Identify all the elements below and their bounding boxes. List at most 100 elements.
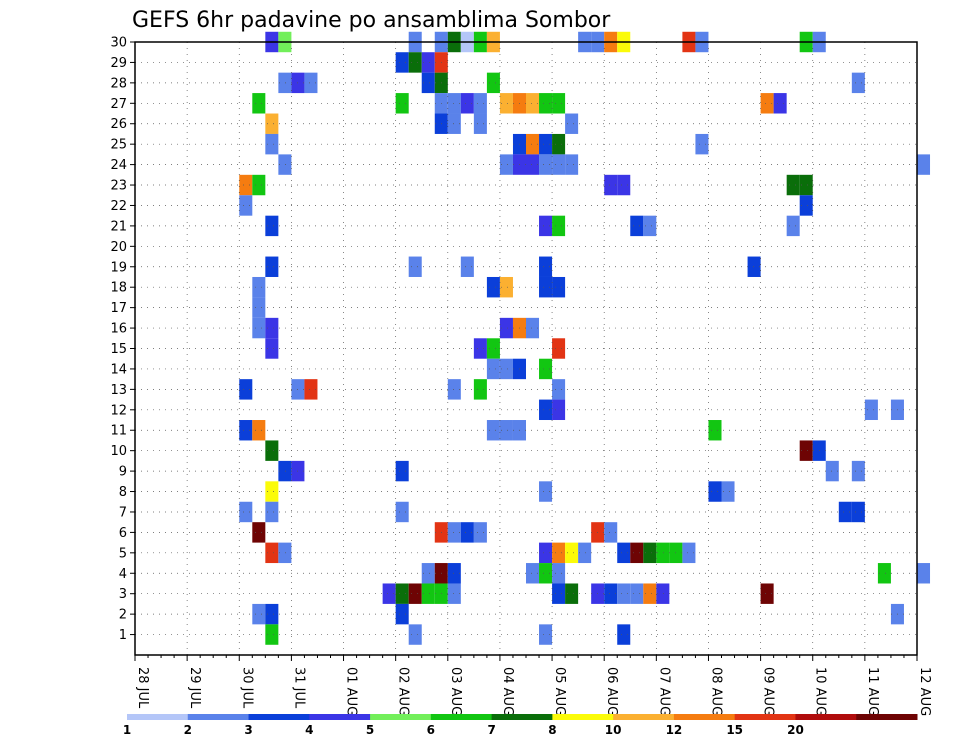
y-tick-label: 1: [119, 628, 127, 643]
legend-label: 2: [184, 723, 192, 737]
heatmap-cell: [552, 338, 566, 359]
heatmap-cell: [447, 563, 461, 584]
legend-color-swatch: [187, 714, 250, 720]
heatmap-cell: [499, 317, 513, 339]
heatmap-cell: [473, 379, 487, 400]
x-tick-label: 05 AUG: [552, 667, 567, 716]
x-tick-label: 01 AUG: [344, 667, 359, 716]
legend-label: 7: [487, 723, 495, 737]
heatmap-cell: [239, 501, 253, 523]
legend-label: 10: [605, 723, 622, 737]
heatmap-cell: [760, 583, 774, 604]
heatmap-cell: [552, 583, 566, 604]
heatmap-cell: [526, 133, 540, 155]
y-tick-label: 26: [110, 117, 127, 132]
legend-label: 6: [427, 723, 435, 737]
heatmap-cell: [447, 522, 461, 543]
heatmap-cell: [473, 522, 487, 543]
y-tick-label: 16: [110, 322, 127, 337]
heatmap-cell: [265, 338, 279, 359]
heatmap-cell: [864, 399, 878, 421]
heatmap-cell: [773, 93, 787, 114]
heatmap-cell: [526, 563, 540, 584]
legend-color-swatch: [127, 714, 189, 720]
y-tick-label: 23: [110, 179, 127, 194]
x-tick-label: 12 AUG: [917, 667, 932, 716]
heatmap-cell: [851, 72, 865, 94]
legend-color-swatch: [673, 714, 736, 720]
y-tick-label: 12: [110, 403, 127, 418]
heatmap-cell: [708, 481, 722, 502]
heatmap-cell: [539, 276, 553, 298]
heatmap-cell: [460, 93, 474, 114]
y-tick-label: 3: [119, 587, 127, 602]
heatmap-cell: [539, 256, 553, 277]
heatmap-cell: [630, 215, 644, 237]
y-tick-label: 29: [110, 56, 127, 71]
legend-color-swatch: [309, 714, 371, 720]
heatmap-cell: [877, 563, 891, 584]
heatmap-cell: [278, 542, 292, 564]
legend-color-swatch: [248, 714, 310, 720]
heatmap-cell: [565, 113, 579, 134]
heatmap-cell: [917, 154, 931, 175]
heatmap-cell: [278, 460, 292, 482]
heatmap-cell: [265, 501, 279, 523]
y-tick-label: 14: [110, 362, 127, 377]
heatmap-cell: [395, 501, 409, 523]
heatmap-cell: [682, 542, 696, 564]
heatmap-cell: [265, 624, 279, 645]
heatmap-cell: [265, 481, 279, 502]
heatmap-cell: [499, 93, 513, 114]
heatmap-cell: [539, 133, 553, 155]
heatmap-cell: [252, 93, 266, 114]
heatmap-cell: [617, 624, 631, 645]
grid-layer: [135, 41, 917, 655]
heatmap-cell: [395, 460, 409, 482]
heatmap-cell: [917, 563, 931, 584]
legend-color-swatch: [795, 714, 857, 720]
x-tick-label: 31 JUL: [291, 667, 306, 709]
y-tick-label: 13: [110, 383, 127, 398]
y-tick-label: 4: [119, 567, 127, 582]
y-tick-label: 30: [110, 36, 127, 51]
heatmap-cell: [721, 481, 735, 502]
y-tick-label: 28: [110, 76, 127, 91]
heatmap-cell: [539, 215, 553, 237]
heatmap-cell: [265, 256, 279, 277]
heatmap-cell: [239, 195, 253, 216]
y-tick-label: 20: [110, 240, 127, 255]
heatmap-cell: [656, 583, 670, 604]
color-legend: 1 2 3 4 5 6 7 8 10 12 15 20: [123, 714, 918, 737]
heatmap-cell: [578, 542, 592, 564]
heatmap-cell: [552, 542, 566, 564]
heatmap-cell: [421, 563, 435, 584]
heatmap-cell: [539, 624, 553, 645]
heatmap-cell: [552, 93, 566, 114]
y-tick-label: 22: [110, 199, 127, 214]
heatmap-cell: [473, 93, 487, 114]
heatmap-cell: [630, 583, 644, 604]
y-tick-label: 19: [110, 260, 127, 275]
heatmap-cell: [278, 72, 292, 94]
heatmap-cell: [265, 133, 279, 155]
y-tick-label: 17: [110, 301, 127, 316]
y-tick-label: 24: [110, 158, 127, 173]
heatmap-cell: [252, 420, 266, 441]
x-axis: 28 JUL 29 JUL 30 JUL 31 JUL 01 AUG 02 AUG 03 A…: [134, 655, 932, 716]
heatmap-cell: [304, 379, 318, 400]
heatmap-cell: [486, 276, 500, 298]
heatmap-cell: [552, 154, 566, 175]
heatmap-cell: [851, 501, 865, 523]
heatmap-cell: [552, 276, 566, 298]
heatmap-cell: [265, 113, 279, 134]
heatmap-cell: [552, 133, 566, 155]
heatmap-cell: [239, 420, 253, 441]
legend-label: 12: [666, 723, 683, 737]
heatmap-cell: [708, 420, 722, 441]
heatmap-cell: [695, 133, 709, 155]
legend-color-swatch: [856, 714, 918, 720]
heatmap-cell: [421, 52, 435, 73]
x-tick-label: 03 AUG: [448, 667, 463, 716]
heatmap-cell: [499, 420, 513, 441]
